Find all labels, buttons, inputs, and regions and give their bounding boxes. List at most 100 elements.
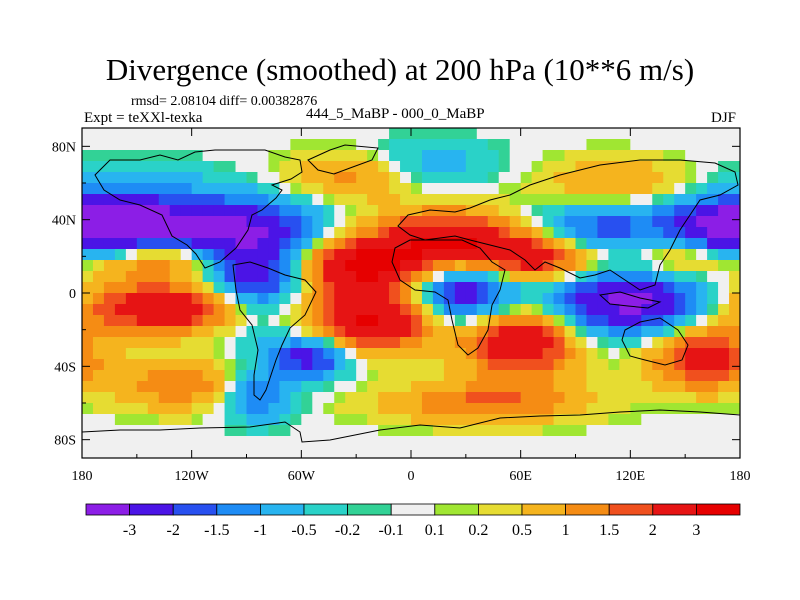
field-cell	[82, 249, 94, 261]
field-cell	[180, 260, 193, 272]
field-cell	[378, 172, 390, 184]
field-cell	[125, 447, 138, 458]
field-cell	[564, 271, 577, 283]
field-cell	[136, 227, 149, 239]
field-cell	[367, 403, 379, 415]
field-cell	[180, 227, 193, 239]
field-cell	[180, 348, 193, 360]
colorbar-swatch	[259, 503, 305, 516]
field-cell	[378, 194, 390, 206]
field-cell	[487, 326, 500, 338]
field-cell	[729, 414, 740, 426]
colorbar-label: 0.2	[468, 522, 488, 539]
field-cell	[586, 260, 599, 272]
field-cell	[191, 425, 204, 437]
field-cell	[246, 326, 259, 338]
field-cell	[465, 392, 478, 404]
field-cell	[674, 227, 686, 239]
field-cell	[92, 326, 105, 338]
field-cell	[246, 293, 259, 305]
field-cell	[619, 414, 631, 426]
field-cell	[586, 337, 599, 349]
field-cell	[235, 205, 248, 217]
field-cell	[411, 447, 423, 458]
field-cell	[674, 271, 686, 283]
field-cell	[421, 348, 434, 360]
field-cell	[235, 183, 248, 195]
field-cell	[268, 315, 280, 327]
field-cell	[586, 392, 599, 404]
field-cell	[224, 414, 237, 426]
colorbar-label: 3	[692, 522, 700, 539]
field-cell	[652, 337, 664, 349]
field-cell	[465, 414, 478, 426]
field-cell	[696, 370, 708, 382]
field-cell	[114, 128, 127, 140]
field-cell	[476, 447, 489, 458]
field-cell	[279, 249, 291, 261]
field-cell	[509, 304, 522, 316]
field-cell	[421, 183, 434, 195]
field-cell	[663, 337, 675, 349]
field-cell	[685, 205, 697, 217]
coastline-maritime-continent	[598, 291, 662, 309]
field-cell	[345, 205, 357, 217]
field-cell	[378, 282, 390, 294]
field-cell	[674, 293, 686, 305]
field-cell	[542, 337, 555, 349]
field-cell	[707, 227, 719, 239]
field-cell	[641, 183, 653, 195]
field-cell	[235, 326, 248, 338]
field-cell	[619, 128, 631, 140]
field-cell	[575, 315, 588, 327]
field-cell	[663, 381, 675, 393]
field-cell	[421, 403, 434, 415]
field-cell	[92, 271, 105, 283]
field-cell	[246, 359, 259, 371]
colorbar-swatch	[652, 503, 697, 516]
field-cell	[213, 370, 226, 382]
field-cell	[356, 271, 368, 283]
field-cell	[641, 139, 653, 151]
field-cell	[147, 381, 160, 393]
field-cell	[158, 194, 171, 206]
field-cell	[213, 403, 226, 415]
field-cell	[334, 370, 346, 382]
field-cell	[663, 436, 675, 448]
field-cell	[169, 194, 182, 206]
field-cell	[268, 304, 280, 316]
field-cell	[290, 293, 302, 305]
field-cell	[345, 326, 357, 338]
axis-ticks	[81, 128, 741, 458]
field-cell	[158, 447, 171, 458]
field-cell	[257, 403, 270, 415]
field-cell	[411, 238, 423, 250]
field-cell	[92, 260, 105, 272]
field-cell	[158, 326, 171, 338]
field-cell	[268, 447, 280, 458]
field-cell	[103, 238, 116, 250]
field-cell	[213, 414, 226, 426]
field-cell	[652, 128, 664, 140]
field-cell	[531, 359, 544, 371]
field-cell	[454, 260, 467, 272]
field-cell	[509, 194, 522, 206]
field-cell	[619, 326, 631, 338]
field-cell	[586, 315, 599, 327]
field-cell	[268, 293, 280, 305]
field-cell	[191, 183, 204, 195]
field-cell	[718, 227, 730, 239]
field-cell	[290, 282, 302, 294]
field-cell	[674, 216, 686, 228]
field-cell	[674, 447, 686, 458]
field-cell	[235, 139, 248, 151]
field-cell	[323, 194, 335, 206]
field-cell	[257, 359, 270, 371]
field-cell	[487, 304, 500, 316]
field-cell	[257, 260, 270, 272]
field-cell	[454, 150, 467, 162]
field-cell	[542, 128, 555, 140]
field-cell	[158, 238, 171, 250]
field-cell	[586, 150, 599, 162]
field-cell	[301, 381, 313, 393]
